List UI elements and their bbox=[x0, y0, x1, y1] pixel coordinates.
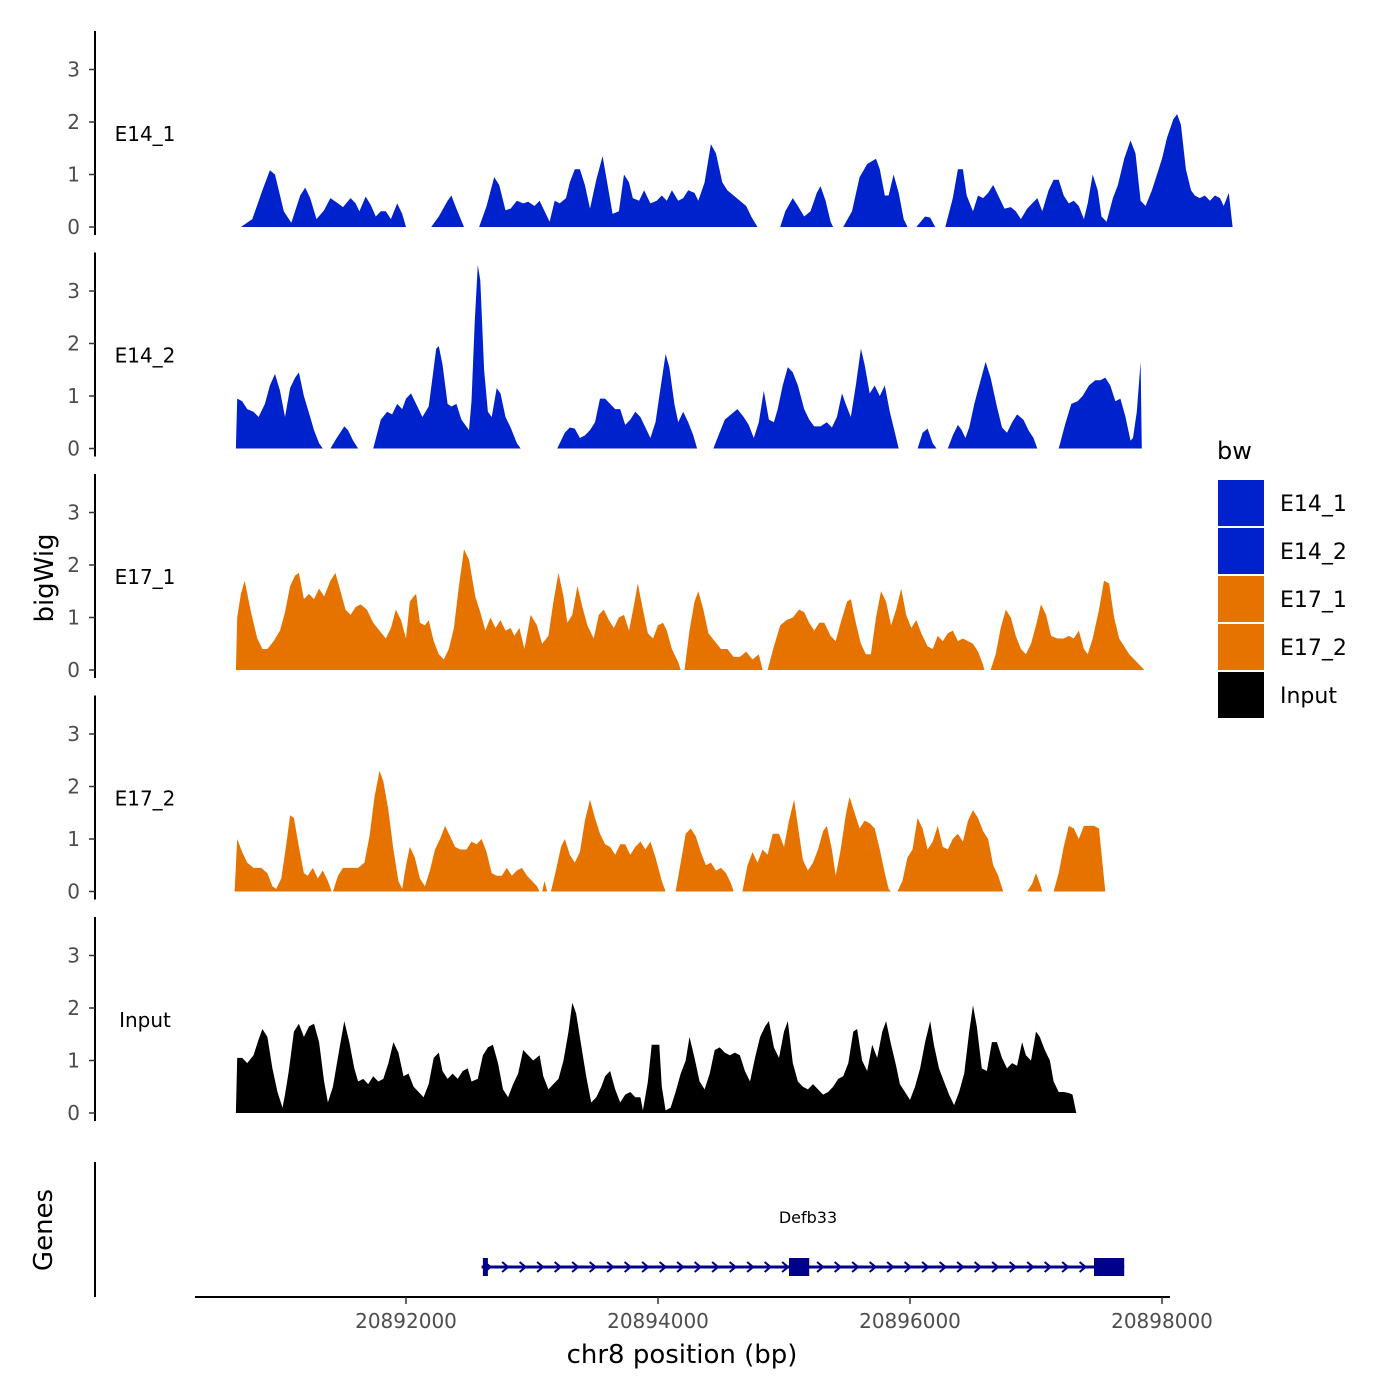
y-tick-label: 2 bbox=[67, 332, 80, 356]
signal-area-E14_1 bbox=[240, 114, 1233, 227]
y-tick-label: 1 bbox=[67, 1049, 80, 1073]
y-tick-label: 3 bbox=[67, 501, 80, 525]
signal-area-E14_2 bbox=[235, 264, 1142, 449]
legend-swatch-Input bbox=[1218, 672, 1264, 718]
strand-chevron bbox=[781, 1261, 790, 1273]
strand-chevron bbox=[518, 1261, 528, 1273]
y-tick-label: 1 bbox=[67, 163, 80, 187]
x-axis-label: chr8 position (bp) bbox=[567, 1340, 798, 1370]
track-label-E14_1: E14_1 bbox=[115, 122, 176, 146]
strand-chevron bbox=[553, 1261, 563, 1273]
strand-chevron bbox=[1078, 1261, 1088, 1273]
x-tick-label: 20896000 bbox=[859, 1309, 961, 1333]
y-tick-label: 1 bbox=[67, 384, 80, 408]
y-tick-label: 2 bbox=[67, 775, 80, 799]
y-tick-label: 3 bbox=[67, 944, 80, 968]
legend-label-E14_1: E14_1 bbox=[1280, 492, 1347, 517]
strand-chevron bbox=[676, 1261, 685, 1273]
strand-chevron bbox=[1043, 1261, 1053, 1273]
strand-chevron bbox=[536, 1261, 545, 1273]
y-tick-label: 2 bbox=[67, 110, 80, 134]
legend-swatch-E17_2 bbox=[1218, 624, 1264, 670]
strand-chevron bbox=[816, 1261, 825, 1273]
track-label-E17_1: E17_1 bbox=[115, 565, 176, 589]
y-tick-label: 1 bbox=[67, 827, 80, 851]
y-tick-label: 0 bbox=[67, 215, 80, 239]
strand-chevron bbox=[921, 1261, 930, 1273]
signal-area-E17_1 bbox=[235, 549, 1145, 670]
strand-chevron bbox=[623, 1261, 633, 1273]
legend-title: bw bbox=[1217, 437, 1252, 465]
strand-chevron bbox=[658, 1261, 668, 1273]
x-tick-label: 20892000 bbox=[355, 1309, 457, 1333]
legend-swatch-E14_2 bbox=[1218, 528, 1264, 574]
gene-exon bbox=[789, 1258, 810, 1276]
strand-chevron bbox=[728, 1261, 738, 1273]
strand-chevron bbox=[1008, 1261, 1018, 1273]
strand-chevron bbox=[763, 1261, 773, 1273]
y-tick-label: 3 bbox=[67, 58, 80, 82]
legend-swatch-E14_1 bbox=[1218, 480, 1264, 526]
y-tick-label: 1 bbox=[67, 606, 80, 630]
x-tick-label: 20894000 bbox=[607, 1309, 709, 1333]
strand-chevron bbox=[641, 1261, 650, 1273]
y-tick-label: 2 bbox=[67, 996, 80, 1020]
track-label-Input: Input bbox=[119, 1008, 171, 1032]
track-label-E17_2: E17_2 bbox=[115, 787, 176, 811]
strand-chevron bbox=[903, 1261, 913, 1273]
strand-chevron bbox=[693, 1261, 703, 1273]
track-panels: 0 1 2 3 E14_1 0 1 2 3 E14_2 0 1 2 3 E17_1 0 1 2 3 E17_2 0 1 2 3… bbox=[67, 31, 1233, 1125]
strand-chevron bbox=[991, 1261, 1000, 1273]
strand-chevron bbox=[588, 1261, 598, 1273]
x-axis: 20892000 20894000 20896000 20898000 bbox=[195, 1296, 1213, 1333]
strand-chevron bbox=[606, 1261, 615, 1273]
strand-chevron bbox=[868, 1261, 878, 1273]
legend-swatch-E17_1 bbox=[1218, 576, 1264, 622]
panel-E17_1: 0 1 2 3 E17_1 bbox=[67, 474, 1145, 682]
legend-label-E17_1: E17_1 bbox=[1280, 588, 1347, 613]
track-label-E14_2: E14_2 bbox=[115, 344, 176, 368]
strand-chevron bbox=[938, 1261, 948, 1273]
strand-chevron bbox=[1026, 1261, 1035, 1273]
strand-chevron bbox=[886, 1261, 895, 1273]
y-tick-label: 2 bbox=[67, 553, 80, 577]
strand-chevron bbox=[571, 1261, 580, 1273]
strand-chevron bbox=[973, 1261, 983, 1273]
y-axis-label: bigWig bbox=[30, 533, 60, 622]
signal-area-E17_2 bbox=[234, 770, 1106, 892]
strand-chevron bbox=[956, 1261, 965, 1273]
y-tick-label: 0 bbox=[67, 437, 80, 461]
gene-name-label: Defb33 bbox=[779, 1208, 837, 1227]
y-tick-label: 3 bbox=[67, 279, 80, 303]
panel-E17_2: 0 1 2 3 E17_2 bbox=[67, 695, 1106, 904]
strand-chevron bbox=[833, 1261, 843, 1273]
strand-chevron bbox=[711, 1261, 720, 1273]
panel-E14_2: 0 1 2 3 E14_2 bbox=[67, 252, 1142, 461]
y-tick-label: 3 bbox=[67, 722, 80, 746]
y-tick-label: 0 bbox=[67, 658, 80, 682]
legend-label-E17_2: E17_2 bbox=[1280, 636, 1347, 661]
gene-exon bbox=[1094, 1258, 1125, 1276]
x-tick-label: 20898000 bbox=[1111, 1309, 1213, 1333]
strand-chevron bbox=[501, 1261, 510, 1273]
strand-chevron bbox=[1061, 1261, 1070, 1273]
legend-label-Input: Input bbox=[1280, 684, 1337, 709]
gene-exon bbox=[482, 1258, 488, 1276]
strand-chevron bbox=[746, 1261, 755, 1273]
signal-area-Input bbox=[235, 1002, 1077, 1113]
panel-E14_1: 0 1 2 3 E14_1 bbox=[67, 31, 1233, 239]
legend-label-E14_2: E14_2 bbox=[1280, 540, 1347, 565]
genes-label: Genes bbox=[29, 1189, 59, 1271]
legend: bw E14_1 E14_2 E17_1 E17_2 Input bbox=[1217, 437, 1347, 718]
y-tick-label: 0 bbox=[67, 880, 80, 904]
y-tick-label: 0 bbox=[67, 1101, 80, 1125]
strand-chevron bbox=[851, 1261, 860, 1273]
gene-track: Genes Defb33 bbox=[29, 1162, 1125, 1297]
panel-Input: 0 1 2 3 Input bbox=[67, 917, 1077, 1125]
